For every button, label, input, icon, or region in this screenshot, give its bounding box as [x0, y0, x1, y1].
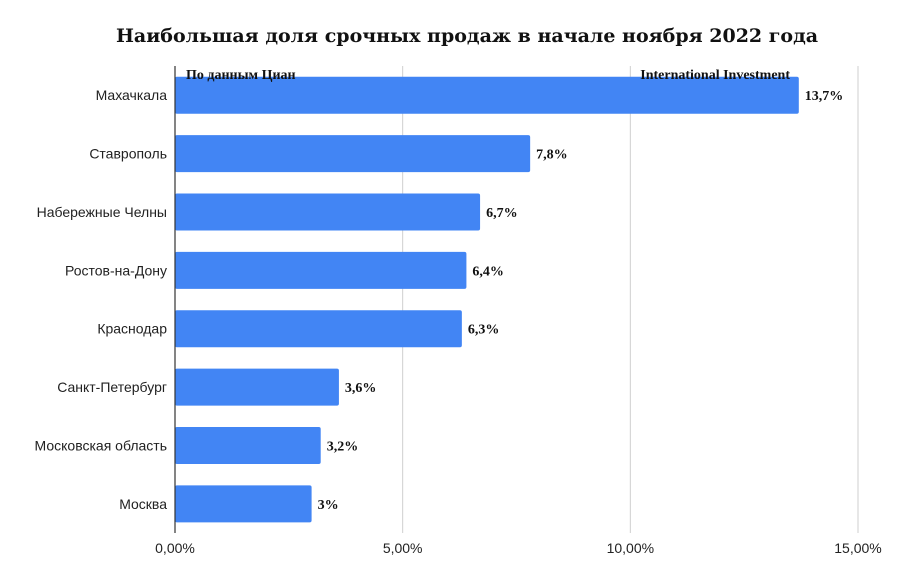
category-label: Ставрополь	[89, 146, 167, 162]
bar	[175, 193, 481, 231]
value-label: 7,8%	[536, 148, 568, 163]
category-label: Москва	[119, 496, 167, 512]
bar	[175, 76, 799, 114]
x-tick-label: 10,00%	[607, 540, 654, 556]
value-label: 3,2%	[327, 439, 359, 454]
value-label: 3%	[318, 498, 339, 513]
source-note-right: International Investment	[640, 68, 790, 83]
x-tick-label: 5,00%	[383, 540, 423, 556]
source-note-left: По данным Циан	[186, 68, 296, 83]
labels: 0,00% 5,00% 10,00% 15,00% Махачкала 13,7% Став…	[35, 87, 882, 556]
value-label: 6,3%	[468, 323, 500, 338]
bar	[175, 135, 531, 173]
bars	[175, 76, 799, 523]
bar	[175, 485, 312, 523]
category-label: Московская область	[35, 437, 167, 453]
category-label: Ростов-на-Дону	[65, 262, 167, 278]
category-label: Санкт-Петербург	[57, 379, 167, 395]
category-label: Махачкала	[96, 87, 168, 103]
value-label: 3,6%	[345, 381, 377, 396]
chart-title: Наибольшая доля срочных продаж в начале …	[116, 25, 818, 47]
category-label: Набережные Челны	[37, 204, 167, 220]
category-label: Краснодар	[97, 321, 167, 337]
x-tick-label: 15,00%	[834, 540, 881, 556]
value-label: 13,7%	[805, 89, 844, 104]
value-label: 6,4%	[472, 264, 504, 279]
bar	[175, 368, 339, 406]
bar	[175, 426, 321, 464]
bar	[175, 310, 462, 348]
bar	[175, 251, 467, 289]
x-tick-label: 0,00%	[155, 540, 195, 556]
value-label: 6,7%	[486, 206, 518, 221]
